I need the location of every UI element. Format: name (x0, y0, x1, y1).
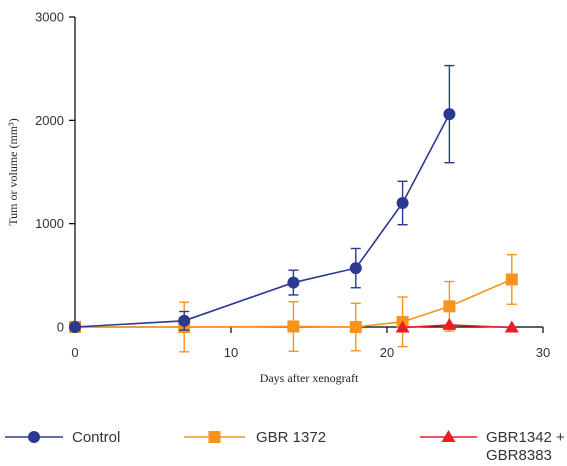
series-triangle (395, 317, 519, 333)
x-tick-label: 10 (224, 345, 238, 360)
data-point (349, 262, 362, 275)
data-point (442, 317, 457, 330)
data-point (505, 273, 518, 286)
data-point (69, 321, 81, 333)
data-point (504, 320, 519, 333)
x-tick-label: 30 (536, 345, 550, 360)
legend: Control GBR 1372 GBR1342 +GBR8383 (5, 429, 565, 464)
x-ticks: 0 10 20 30 (71, 327, 550, 360)
data-point (443, 300, 456, 313)
y-ticks: 0 1000 2000 3000 (35, 10, 75, 335)
legend-item: GBR 1372 (184, 429, 326, 446)
y-tick-label: 0 (57, 320, 64, 335)
data-point (396, 197, 409, 209)
data-point (349, 321, 362, 333)
y-tick-label: 1000 (35, 216, 64, 231)
legend-label: GBR8383 (486, 447, 552, 464)
series-layer (69, 64, 519, 353)
legend-label: GBR 1372 (256, 429, 326, 446)
legend-label: Control (72, 429, 120, 446)
y-axis-title: Tum or volume (mm³) (6, 118, 20, 226)
legend-item: Control (5, 429, 120, 446)
x-tick-label: 0 (71, 345, 78, 360)
series-line (74, 113, 451, 328)
series-square (69, 253, 518, 353)
y-tick-label: 3000 (35, 10, 64, 25)
series-circle (69, 64, 456, 333)
legend-item: GBR1342 +GBR8383 (420, 429, 565, 464)
legend-marker (28, 431, 40, 443)
data-point (287, 320, 300, 333)
x-axis-title: Days after xenograft (260, 371, 359, 385)
data-point (178, 314, 191, 327)
legend-label: GBR1342 + (486, 429, 565, 446)
legend-marker (441, 430, 456, 442)
data-point (395, 320, 410, 333)
y-tick-label: 2000 (35, 113, 64, 128)
axes (74, 17, 543, 328)
data-point (287, 276, 300, 289)
legend-marker (208, 431, 221, 443)
x-tick-label: 20 (380, 345, 394, 360)
data-point (443, 108, 456, 121)
